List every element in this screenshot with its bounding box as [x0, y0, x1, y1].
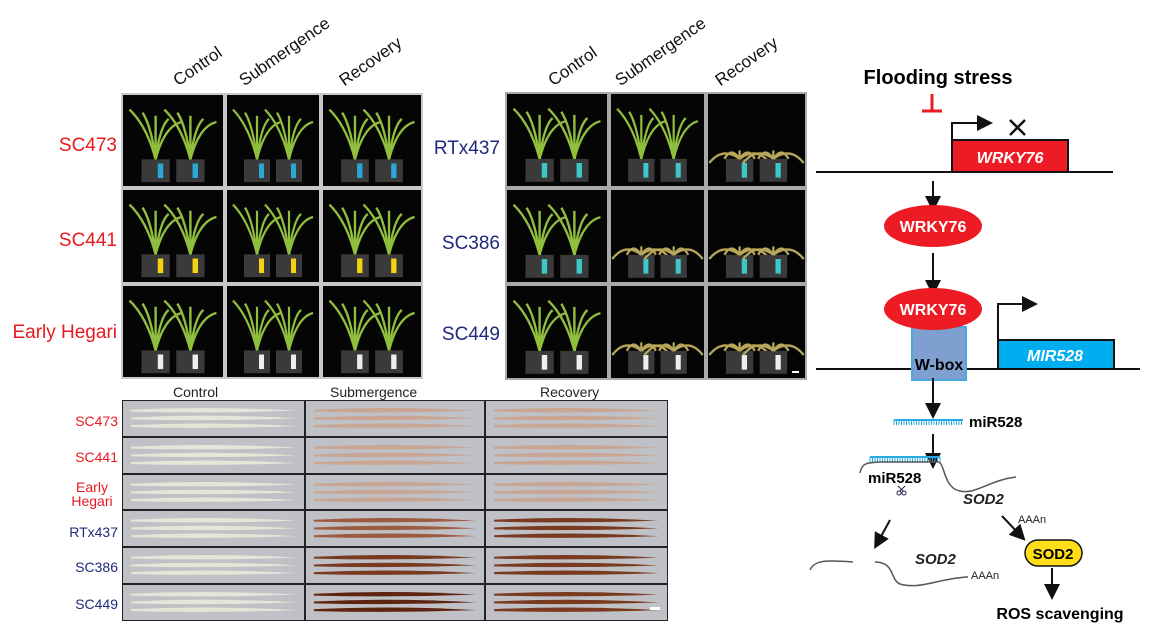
row-label-c-sc386: SC386 — [75, 559, 118, 575]
sod2-protein-label: SOD2 — [1033, 546, 1074, 563]
stained-leaf-cell — [123, 474, 304, 510]
stained-leaf-cell — [306, 511, 484, 547]
stained-leaf-cell — [486, 548, 667, 584]
stained-leaf-cell — [306, 585, 484, 620]
inhibition-icon — [922, 94, 942, 113]
plant-photo-control — [507, 286, 607, 378]
plant-photo-control — [507, 190, 607, 282]
mir528-label-1: miR528 — [969, 414, 1022, 431]
plant-photo-submergence — [227, 190, 319, 282]
scale-bar-c — [650, 607, 660, 610]
cleaved-sod2-mrna — [809, 560, 969, 587]
plant-photo-submergence — [227, 285, 319, 377]
row-label-early-hegari: Early Hegari — [12, 322, 117, 343]
stained-leaf-cell — [306, 474, 484, 510]
scale-bar — [792, 371, 799, 373]
photo-grid-sensitive — [505, 92, 807, 380]
row-label-c-sc449: SC449 — [75, 596, 118, 612]
plant-photo-recovery — [323, 285, 421, 377]
sod2-mrna — [859, 461, 1017, 493]
wrky76-gene-label: WRKY76 — [977, 150, 1044, 167]
row-label-c-rtx437: RTx437 — [69, 524, 118, 540]
mir528-gene-box — [997, 339, 1115, 370]
row-label-c-sc441: SC441 — [75, 449, 118, 465]
stained-leaf-cell — [486, 585, 667, 620]
stained-leaf-cell — [486, 511, 667, 547]
ros-scavenging-label: ROS scavenging — [996, 606, 1123, 623]
plant-photo-control — [507, 94, 607, 186]
col-label-control-c: Control — [173, 384, 219, 400]
polya-label-2: AAAn — [971, 570, 999, 582]
stained-leaf-cell — [123, 437, 304, 473]
stained-leaf-grid — [122, 400, 668, 621]
promoter-arrow-icon — [951, 115, 993, 144]
plant-photo-recovery — [323, 95, 421, 187]
stained-leaf-cell — [486, 474, 667, 510]
stained-leaf-cell — [123, 548, 304, 584]
promoter-arrow-2-icon — [997, 296, 1038, 340]
stained-leaf-cell — [486, 437, 667, 473]
stained-leaf-cell — [306, 548, 484, 584]
plant-photo-recovery — [708, 94, 805, 186]
plant-photo-submergence — [611, 94, 704, 186]
sod2-protein — [1024, 539, 1083, 567]
mirna-icon — [893, 419, 963, 425]
stained-leaf-cell — [123, 511, 304, 547]
cleaved-sod2-label: SOD2 — [915, 551, 957, 568]
w-box-label: W-box — [915, 357, 964, 374]
wrky76-gene-box — [951, 139, 1069, 173]
plant-photo-submergence — [227, 95, 319, 187]
wrky76-protein-2 — [884, 288, 982, 330]
row-label-sc386: SC386 — [441, 233, 500, 254]
wrky76-protein-2-label: WRKY76 — [900, 302, 967, 319]
blocked-x-icon — [1009, 119, 1026, 136]
mirna-bound-icon — [869, 456, 941, 462]
row-label-sc441: SC441 — [58, 230, 117, 251]
wrky76-protein-1-label: WRKY76 — [900, 219, 967, 236]
plant-photo-control — [123, 285, 223, 377]
plant-photo-submergence — [611, 286, 704, 378]
stained-leaf-cell — [123, 585, 304, 620]
row-label-sc473: SC473 — [58, 135, 117, 156]
col-label-submergence-c: Submergence — [330, 384, 418, 400]
flooding-stress-label: Flooding stress — [864, 67, 1013, 89]
plant-photo-recovery — [708, 190, 805, 282]
row-label-sc449: SC449 — [441, 324, 500, 345]
stained-leaf-cell — [306, 401, 484, 436]
stained-leaf-cell — [123, 401, 304, 436]
plant-photo-recovery — [708, 286, 805, 378]
row-label-c-sc473: SC473 — [75, 413, 118, 429]
row-label-c-early-hegari: Early Hegari — [71, 479, 113, 509]
sod2-transcript-label: SOD2 — [963, 491, 1005, 508]
mir528-label-2: miR528 — [868, 470, 921, 487]
plant-photo-recovery — [323, 190, 421, 282]
photo-grid-tolerant — [121, 93, 423, 379]
polya-label-1: AAAn — [1018, 514, 1046, 526]
stained-leaf-cell — [306, 437, 484, 473]
row-label-rtx437: RTx437 — [433, 138, 500, 159]
mir528-gene-label: MIR528 — [1027, 348, 1083, 365]
wrky76-protein-1 — [884, 205, 982, 247]
stained-leaf-cell — [486, 401, 667, 436]
plant-photo-control — [123, 190, 223, 282]
col-label-recovery-c: Recovery — [540, 384, 600, 400]
scissors-icon — [896, 485, 907, 496]
plant-photo-control — [123, 95, 223, 187]
w-box — [911, 326, 967, 381]
plant-photo-submergence — [611, 190, 704, 282]
